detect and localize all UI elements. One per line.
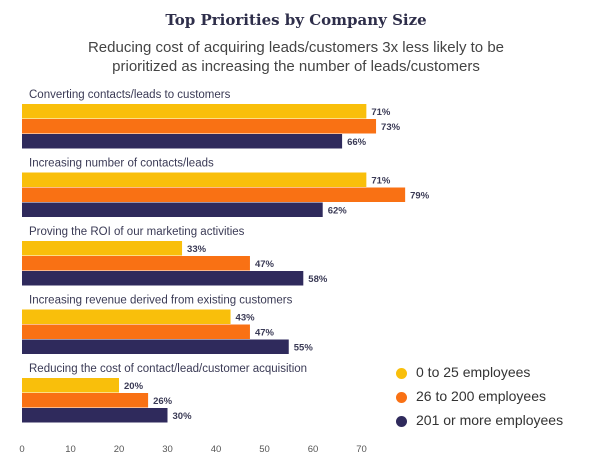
data-label: 43% — [236, 312, 256, 323]
bar — [22, 408, 168, 423]
x-tick-label: 0 — [19, 444, 24, 455]
data-label: 47% — [255, 259, 275, 270]
chart-title: Top Priorities by Company Size — [165, 11, 427, 29]
bar — [22, 172, 367, 187]
x-tick-label: 50 — [259, 444, 270, 455]
x-tick-label: 70 — [356, 444, 367, 455]
data-label: 55% — [294, 342, 314, 353]
legend-label-small: 0 to 25 employees — [416, 364, 531, 380]
legend-swatch-large — [396, 416, 407, 427]
bar — [22, 309, 231, 324]
bar — [22, 271, 304, 286]
bar — [22, 187, 406, 202]
bar — [22, 393, 149, 408]
bar — [22, 339, 289, 354]
data-label: 79% — [410, 190, 430, 201]
bar — [22, 104, 367, 119]
category-label: Increasing revenue derived from existing… — [29, 295, 293, 307]
data-label: 62% — [328, 205, 348, 216]
data-label: 26% — [153, 396, 173, 407]
x-tick-label: 30 — [162, 444, 173, 455]
bar — [22, 324, 250, 339]
bar — [22, 134, 343, 149]
x-tick-label: 20 — [114, 444, 125, 455]
data-label: 47% — [255, 327, 275, 338]
legend-label-medium: 26 to 200 employees — [416, 388, 546, 404]
x-tick-label: 40 — [211, 444, 222, 455]
bar — [22, 202, 323, 217]
legend-label-large: 201 or more employees — [416, 412, 564, 428]
chart-subtitle: Reducing cost of acquiring leads/custome… — [60, 38, 532, 76]
subtitle-line-2: prioritized as increasing the number of … — [112, 58, 480, 75]
data-label: 30% — [173, 411, 193, 422]
bar — [22, 378, 119, 393]
bar — [22, 241, 183, 256]
data-label: 33% — [187, 244, 207, 255]
bar — [22, 119, 377, 134]
category-label: Converting contacts/leads to customers — [29, 89, 231, 101]
x-tick-label: 60 — [308, 444, 319, 455]
x-tick-label: 10 — [65, 444, 76, 455]
legend: 0 to 25 employees 26 to 200 employees 20… — [396, 360, 566, 430]
subtitle-line-1: Reducing cost of acquiring leads/custome… — [87, 39, 505, 56]
category-label: Proving the ROI of our marketing activit… — [29, 226, 245, 238]
data-label: 58% — [308, 274, 328, 285]
data-label: 66% — [347, 137, 367, 148]
data-label: 71% — [371, 107, 391, 118]
legend-swatch-medium — [396, 392, 407, 403]
category-label: Reducing the cost of contact/lead/custom… — [29, 363, 307, 375]
legend-swatch-small — [396, 368, 407, 379]
data-label: 20% — [124, 381, 144, 392]
category-label: Increasing number of contacts/leads — [29, 158, 214, 170]
bar — [22, 256, 250, 271]
data-label: 71% — [371, 175, 391, 186]
data-label: 73% — [381, 122, 401, 133]
